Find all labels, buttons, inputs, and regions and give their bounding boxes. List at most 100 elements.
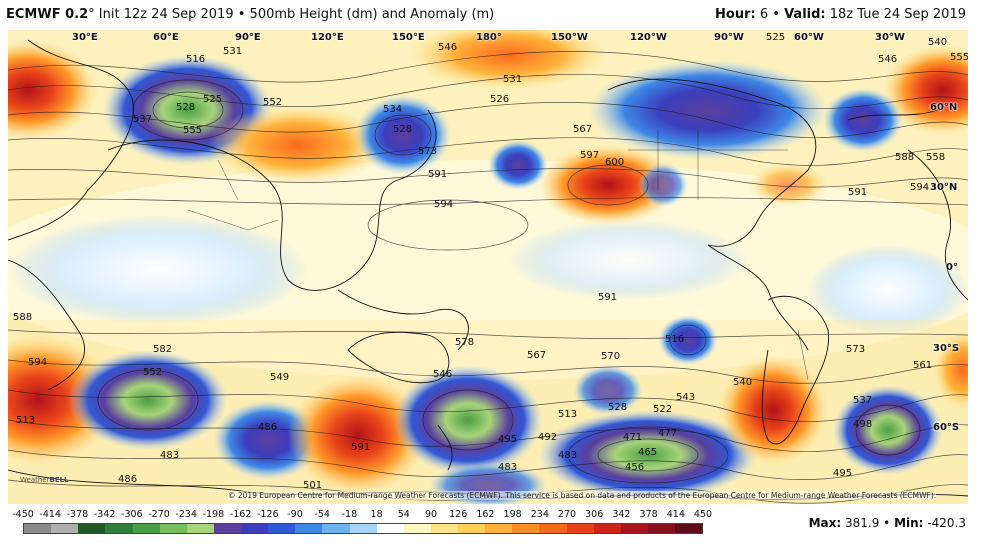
- anomaly-map: 546 531 516 528 525 537 555 552 534 528 …: [8, 30, 968, 504]
- contour-label: 477: [658, 428, 677, 439]
- scale-tick-label: -450: [12, 509, 34, 520]
- valid-value: 18z Tue 24 Sep 2019: [829, 7, 966, 22]
- anomaly-color-scale: -450 -414 -378 -342 -306 -270 -234 -198 -162 -126…: [12, 509, 712, 546]
- contour-label: 591: [598, 292, 617, 303]
- colorbar-segment: [430, 524, 458, 533]
- contour-label: 513: [558, 409, 577, 420]
- contour-label: 546: [438, 42, 457, 53]
- contour-label: 456: [625, 462, 644, 473]
- contour-label: 558: [926, 152, 945, 163]
- colorbar-segment: [512, 524, 540, 533]
- colorbar-segment: [78, 524, 106, 533]
- contour-label: 546: [878, 54, 897, 65]
- contour-label: 578: [455, 337, 474, 348]
- contour-label: 594: [434, 199, 453, 210]
- contour-label: 543: [676, 392, 695, 403]
- lon-label-120e: 120°E: [311, 32, 344, 43]
- hour-value: 6: [759, 7, 769, 22]
- scale-tick-label: -414: [39, 509, 61, 520]
- borders: [187, 130, 809, 381]
- scale-tick-labels: -450 -414 -378 -342 -306 -270 -234 -198 -162 -126…: [12, 509, 712, 523]
- colorbar-segment: [105, 524, 133, 533]
- trough-tasman: [393, 365, 543, 475]
- ridge-north-atlantic-east: [883, 45, 968, 135]
- contour-label: 573: [846, 344, 865, 355]
- contour-label: 570: [601, 351, 620, 362]
- contour-label: 465: [638, 447, 657, 458]
- contour-label: 597: [580, 150, 599, 161]
- colorbar-segment: [485, 524, 513, 533]
- trough-south-africa: [68, 350, 228, 450]
- contour-label: 525: [203, 94, 222, 105]
- scale-tick-label: 90: [424, 509, 438, 520]
- contour-label: 561: [913, 360, 932, 371]
- contour-label: 531: [503, 74, 522, 85]
- scale-tick-label: -234: [175, 509, 197, 520]
- contour-label: 513: [16, 415, 35, 426]
- scale-tick-label: 306: [585, 509, 604, 520]
- colorbar-segment: [566, 524, 594, 533]
- ridge-pacific-600: [538, 145, 678, 225]
- min-value: -420.3: [927, 516, 966, 530]
- lon-label-90e: 90°E: [235, 32, 261, 43]
- contour-label: 555: [183, 125, 202, 136]
- contour-label: 528: [608, 402, 627, 413]
- lon-label-150e: 150°E: [392, 32, 425, 43]
- contour-label: 492: [538, 432, 557, 443]
- scale-tick-label: 234: [530, 509, 549, 520]
- contour-label: 471: [623, 432, 642, 443]
- contour-label: 552: [263, 97, 282, 108]
- trough-south-atlantic-east: [833, 385, 943, 475]
- scale-tick-label: -198: [202, 509, 225, 520]
- lon-label-90w: 90°W: [714, 32, 744, 43]
- contour-label: 591: [428, 169, 447, 180]
- stats-separator: •: [883, 516, 891, 530]
- contour-label: 552: [143, 367, 162, 378]
- colorbar-segment: [458, 524, 486, 533]
- contour-label: 549: [270, 372, 289, 383]
- contour-label: 483: [558, 450, 577, 461]
- max-label: Max:: [808, 516, 842, 530]
- scale-tick-label: -342: [93, 509, 116, 520]
- hour-label: Hour:: [715, 7, 756, 22]
- valid-label: Valid:: [784, 7, 826, 22]
- contour-label: 567: [573, 124, 592, 135]
- scale-tick-label: -306: [121, 509, 143, 520]
- contour-label: 573: [418, 146, 437, 157]
- scale-tick-label: 18: [370, 509, 383, 520]
- tropics-neutral: [8, 160, 968, 380]
- trough-labrador: [823, 88, 903, 152]
- contour-label: 522: [653, 404, 672, 415]
- lat-label-60s: 60°S: [933, 422, 960, 433]
- trough-north-america: [588, 60, 828, 160]
- colorbar-segment: [647, 524, 675, 533]
- max-value: 381.9: [844, 516, 880, 530]
- scale-tick-label: -18: [341, 509, 358, 520]
- contour-label: 516: [186, 54, 205, 65]
- contour-label: 495: [498, 434, 517, 445]
- lon-label-60e: 60°E: [153, 32, 179, 43]
- contour-label: 498: [853, 419, 872, 430]
- contour-label: 594: [910, 182, 929, 193]
- lon-label-150w: 150°W: [551, 32, 588, 43]
- contour-label: 555: [950, 52, 968, 63]
- lat-label-30s: 30°S: [933, 343, 960, 354]
- trough-south-pacific: [538, 410, 758, 500]
- colorbar-segment: [539, 524, 567, 533]
- scale-tick-label: 414: [666, 509, 685, 520]
- contour-label: 495: [833, 468, 852, 479]
- trough-okhotsk: [355, 95, 451, 175]
- map-panel: 546 531 516 528 525 537 555 552 534 528 …: [8, 30, 968, 504]
- contour-label: 537: [133, 114, 152, 125]
- ridge-south-atlantic-edge: [933, 330, 968, 410]
- scale-tick-label: -270: [148, 509, 170, 520]
- contour-label: 537: [853, 395, 872, 406]
- colorbar-segment: [241, 524, 269, 533]
- header: ECMWF 0.2° Init 12z 24 Sep 2019 • 500mb …: [0, 0, 984, 30]
- contour-label: 526: [490, 94, 509, 105]
- header-separator-2: •: [772, 7, 780, 22]
- contour-label: 486: [258, 422, 277, 433]
- scale-tick-label: -162: [229, 509, 252, 520]
- contour-label: 483: [498, 462, 517, 473]
- scale-tick-label: -378: [66, 509, 89, 520]
